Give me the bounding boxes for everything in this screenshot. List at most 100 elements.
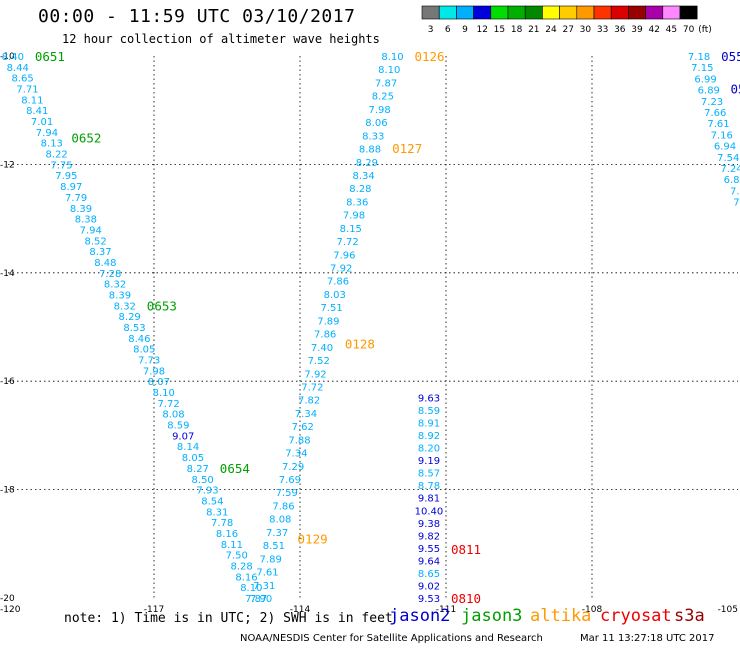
wave-height-value: 6.94 [714,142,736,153]
wave-height-value: 7.87 [245,594,267,605]
wave-height-value: 7.34 [285,449,307,460]
colorbar-swatch [559,5,578,20]
wave-height-value: 7.86 [272,501,294,512]
colorbar-label: 12 [476,25,487,35]
wave-height-value: 8.50 [192,475,214,486]
wave-height-value: 8.92 [418,431,440,442]
wave-height-points: 8.408.448.657.718.118.417.017.948.138.22… [2,49,740,606]
wave-height-value: 8.20 [418,444,440,455]
wave-height-value: 7.29 [282,462,304,473]
wave-height-value: 7.89 [260,554,282,565]
pass-time-label: 0128 [345,336,375,351]
wave-height-value: 7.24 [720,164,740,175]
wave-height-value: 7.95 [55,171,77,182]
wave-height-value: 8.40 [2,52,24,63]
axis-ticks: -120 -117 -114 -111 -108 -105 -10 -12 -14 -16 -18 -… [0,52,738,615]
wave-height-value: 7.28 [99,269,121,280]
wave-height-value: 8.36 [346,197,368,208]
wave-height-value: 8.31 [206,507,228,518]
wave-height-value: 9.19 [418,456,440,467]
wave-height-value: 7.72 [157,399,179,410]
colorbar-label: 45 [666,25,677,35]
wave-height-value: 7.01 [31,117,53,128]
wave-height-value: 7.31 [253,581,275,592]
wave-height-value: 8.29 [119,312,141,323]
wave-height-value: 8.08 [162,410,184,421]
wave-height-value: 7.37 [266,528,288,539]
wave-height-value: 7.23 [701,97,723,108]
colorbar-swatch [490,5,509,20]
wave-height-value: 9.82 [418,531,440,542]
wave-height-value: 8.53 [123,323,145,334]
wave-height-value: 9.81 [418,494,440,505]
wave-height-value: 7.96 [333,250,355,261]
wave-height-value: 7.61 [256,568,278,579]
wave-height-value: 8.44 [7,63,29,74]
wave-height-value: 8.46 [128,334,150,345]
wave-height-value: 8.78 [418,481,440,492]
wave-height-value: 7.86 [314,330,336,341]
pass-time-label: 0653 [147,298,177,313]
pass-time-label: 0810 [451,591,481,606]
colorbar-label: 24 [545,25,557,35]
x-tick-label: -117 [144,605,164,615]
wave-height-value: 8.06 [365,118,387,129]
colorbar-legend: 3 6 9 12 15 18 21 24 27 30 33 36 39 42 45 70 (ft) [421,5,712,35]
pass-time-label: 0129 [298,531,328,546]
wave-height-value: 8.05 [182,453,204,464]
legend-s3a: s3a [674,606,705,626]
wave-height-value: 8.08 [269,515,291,526]
legend-jason3: jason3 [461,606,523,626]
colorbar-label: 18 [511,25,523,35]
pass-time-label: 0127 [392,141,422,156]
wave-height-value: 7.73 [138,356,160,367]
wave-height-value: 9.64 [418,556,440,567]
wave-height-value: 7.88 [288,435,310,446]
wave-height-value: 7.94 [36,128,58,139]
x-tick-label: -114 [290,605,311,615]
wave-height-value: 8.28 [230,561,252,572]
wave-height-value: 8.97 [60,182,82,193]
wave-height-value: 8.25 [372,92,394,103]
wave-height-value: 7.92 [304,369,326,380]
wave-height-value: 7.69 [279,475,301,486]
wave-height-value: 8.10 [240,583,262,594]
wave-height-value: 7.78 [211,518,233,529]
wave-height-value: 7.59 [276,488,298,499]
pass-time-label: 05 [730,82,740,97]
wave-height-value: 7.54 [717,153,739,164]
y-tick-label: -20 [0,594,15,604]
colorbar-swatch [456,5,474,20]
colorbar-swatch [542,5,560,20]
wave-height-value: 8.54 [201,496,223,507]
wave-height-value: 7.75 [50,160,72,171]
colorbar-label: 9 [462,25,468,35]
chart-grid [8,56,738,598]
wave-height-value: 7.92 [330,264,352,275]
wave-height-value: 7.16 [711,130,733,141]
generated-timestamp: Mar 11 13:27:18 UTC 2017 [580,633,715,644]
colorbar-label: 15 [494,25,505,35]
wave-height-value: 8.48 [94,258,116,269]
colorbar-label: 70 [683,25,695,35]
wave-height-value: 8.29 [356,158,378,169]
wave-height-value: 7.79 [65,193,87,204]
wave-height-value: 9.63 [418,393,440,404]
wave-height-value: 10.40 [415,506,444,517]
wave-height-value: 8.65 [418,569,440,580]
y-tick-label: -10 [0,52,15,62]
pass-time-label: 0126 [414,49,444,64]
colorbar-unit: (ft) [698,25,712,35]
pass-time-label: 0811 [451,542,481,557]
wave-height-value: 8.91 [418,419,440,430]
wave-height-value: 7.90 [250,594,272,605]
wave-height-value: 8.65 [11,74,33,85]
wave-height-value: 7.61 [707,119,729,130]
colorbar-label: 42 [648,25,659,35]
wave-height-value: 8.22 [46,150,68,161]
colorbar-label: 3 [428,25,434,35]
wave-height-value: 9.55 [418,544,440,555]
credit-line: NOAA/NESDIS Center for Satellite Applica… [240,633,543,644]
wave-height-value: 6.99 [694,74,716,85]
